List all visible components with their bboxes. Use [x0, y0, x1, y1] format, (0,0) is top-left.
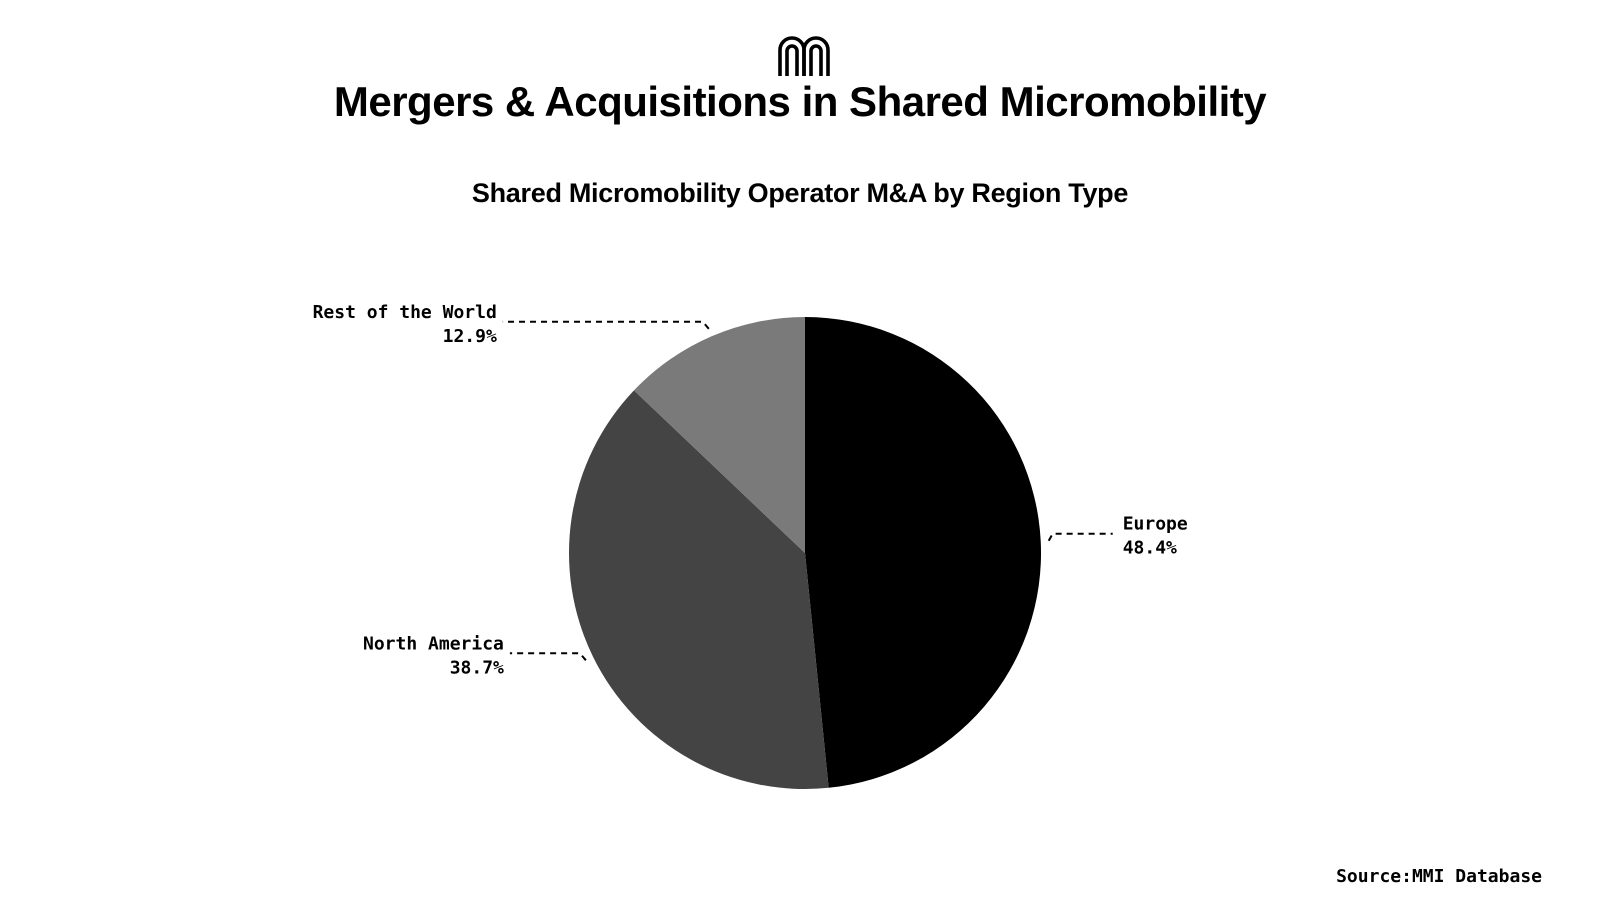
chart-title: Shared Micromobility Operator M&A by Reg… [471, 178, 1129, 208]
leader-line-europe [1047, 532, 1113, 542]
mmi-logo-icon [778, 36, 830, 76]
leader-line-rest-of-the-world [502, 320, 710, 330]
slice-label-rest-of-the-world: Rest of the World [313, 302, 497, 323]
source-note: Source:MMI Database [1336, 866, 1542, 887]
slice-label-north-america: North America [363, 633, 504, 654]
slice-value-label-europe: 48.4% [1123, 538, 1177, 559]
pie-slice-north-america [568, 390, 829, 790]
leader-line-north-america [509, 652, 587, 661]
page-title: Mergers & Acquisitions in Shared Micromo… [333, 78, 1267, 125]
slice-value-label-north-america: 38.7% [450, 657, 504, 678]
pie-slice-europe [805, 317, 1042, 788]
pie-slice-rest-of-the-world [633, 317, 805, 553]
slice-label-europe: Europe [1123, 514, 1188, 535]
slice-value-label-rest-of-the-world: 12.9% [443, 326, 497, 347]
